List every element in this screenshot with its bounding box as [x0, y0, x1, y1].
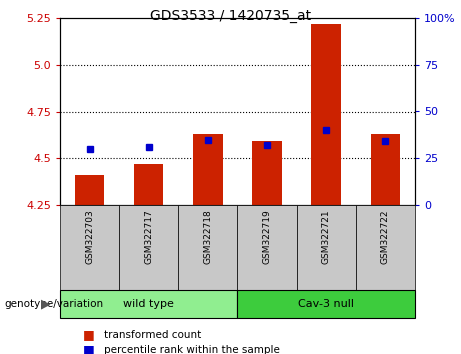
Text: GSM322719: GSM322719 — [262, 209, 272, 264]
Text: GSM322703: GSM322703 — [85, 209, 94, 264]
Text: GSM322718: GSM322718 — [203, 209, 213, 264]
Text: ■: ■ — [83, 343, 95, 354]
Bar — [237, 205, 296, 290]
Bar — [252, 141, 282, 205]
Bar — [60, 290, 237, 318]
Text: GDS3533 / 1420735_at: GDS3533 / 1420735_at — [150, 9, 311, 23]
Text: GSM322717: GSM322717 — [144, 209, 153, 264]
Bar — [178, 205, 237, 290]
Text: transformed count: transformed count — [104, 330, 201, 340]
Bar — [134, 164, 164, 205]
Text: GSM322722: GSM322722 — [381, 209, 390, 264]
Bar — [60, 205, 119, 290]
Bar — [296, 205, 356, 290]
Text: ▶: ▶ — [41, 297, 51, 310]
Text: wild type: wild type — [123, 299, 174, 309]
Text: ■: ■ — [83, 329, 95, 342]
Bar — [371, 134, 400, 205]
Bar — [193, 134, 223, 205]
Text: genotype/variation: genotype/variation — [5, 299, 104, 309]
Text: Cav-3 null: Cav-3 null — [298, 299, 354, 309]
Bar — [75, 175, 104, 205]
Bar — [119, 205, 178, 290]
Text: percentile rank within the sample: percentile rank within the sample — [104, 345, 280, 354]
Text: GSM322721: GSM322721 — [322, 209, 331, 264]
Bar — [311, 24, 341, 205]
Bar — [237, 290, 415, 318]
Bar — [356, 205, 415, 290]
